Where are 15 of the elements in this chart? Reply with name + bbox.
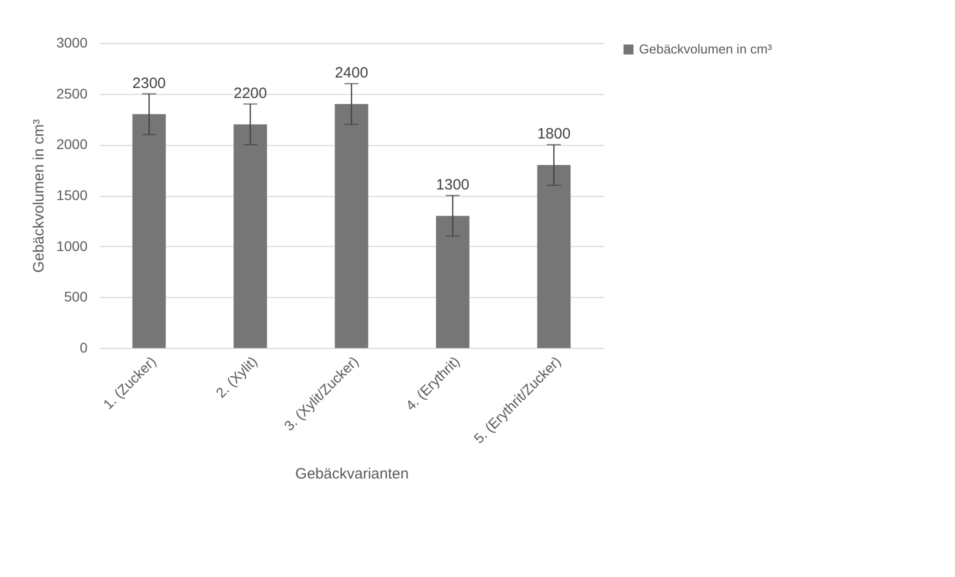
data-label: 2400 [334, 64, 368, 82]
y-tick-label: 2500 [56, 85, 88, 102]
y-tick-label: 1000 [56, 238, 88, 254]
y-tick-label: 0 [80, 340, 88, 356]
y-axis-title: Gebäckvolumen in cm³ [30, 119, 48, 273]
y-tick-label: 1500 [56, 187, 88, 203]
data-label: 2200 [234, 85, 267, 102]
y-tick-label: 2000 [56, 136, 88, 152]
data-label: 2300 [132, 74, 166, 92]
y-tick-label: 3000 [56, 34, 88, 50]
y-tick-label: 500 [64, 288, 88, 305]
x-axis-title: Gebäckvarianten [295, 465, 409, 482]
data-label: 1800 [537, 126, 571, 143]
data-label: 1300 [436, 176, 470, 194]
legend-label: Gebäckvolumen in cm³ [639, 42, 773, 56]
